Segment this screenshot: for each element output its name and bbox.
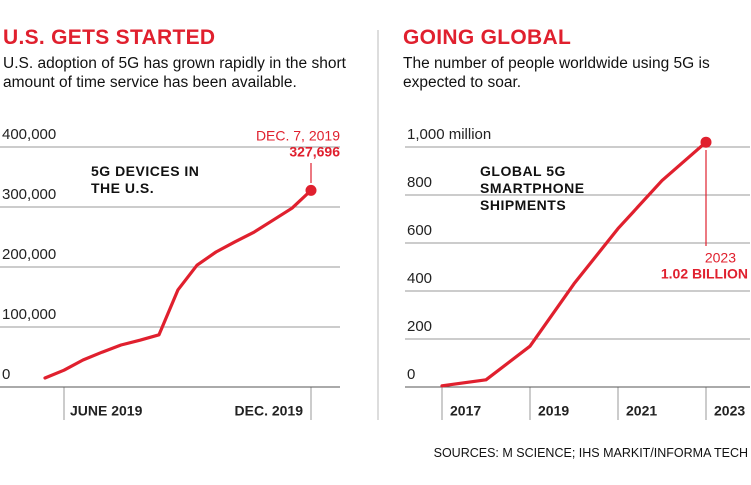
y-tick-label: 800 xyxy=(407,174,432,191)
x-tick-label: JUNE 2019 xyxy=(70,403,143,419)
chart-title: U.S. GETS STARTED xyxy=(3,26,216,49)
y-tick-label: 0 xyxy=(2,366,10,383)
x-tick-label: DEC. 2019 xyxy=(235,403,304,419)
y-tick-label: 300,000 xyxy=(2,186,56,203)
x-tick-label: 2019 xyxy=(538,403,569,419)
x-tick-label: 2021 xyxy=(626,403,657,419)
y-tick-label: 200 xyxy=(407,318,432,335)
y-tick-label: 400 xyxy=(407,270,432,287)
chart-label: 5G DEVICES IN THE U.S. xyxy=(91,163,200,196)
end-point xyxy=(305,184,317,196)
value-label: 1.02 BILLION xyxy=(661,266,748,282)
chart-title: GOING GLOBAL xyxy=(403,26,572,49)
value-label: 327,696 xyxy=(289,144,340,160)
y-tick-label: 400,000 xyxy=(2,126,56,143)
annotation: DEC. 7, 2019 xyxy=(256,128,340,144)
x-tick-label: 2017 xyxy=(450,403,481,419)
chart-label: GLOBAL 5G SMARTPHONE SHIPMENTS xyxy=(480,163,585,213)
chart-subtitle: U.S. adoption of 5G has grown rapidly in… xyxy=(3,55,346,91)
line xyxy=(440,140,708,388)
chart-subtitle: The number of people worldwide using 5G … xyxy=(403,55,710,91)
annotation: 2023 xyxy=(705,250,736,266)
y-tick-label: 1,000 million xyxy=(407,126,491,143)
y-tick-label: 100,000 xyxy=(2,306,56,323)
line xyxy=(43,188,313,380)
y-tick-label: 0 xyxy=(407,366,415,383)
end-point xyxy=(700,136,712,148)
y-tick-label: 600 xyxy=(407,222,432,239)
x-tick-label: 2023 xyxy=(714,403,745,419)
y-tick-label: 200,000 xyxy=(2,246,56,263)
source: SOURCES: M SCIENCE; IHS MARKIT/INFORMA T… xyxy=(433,446,748,460)
